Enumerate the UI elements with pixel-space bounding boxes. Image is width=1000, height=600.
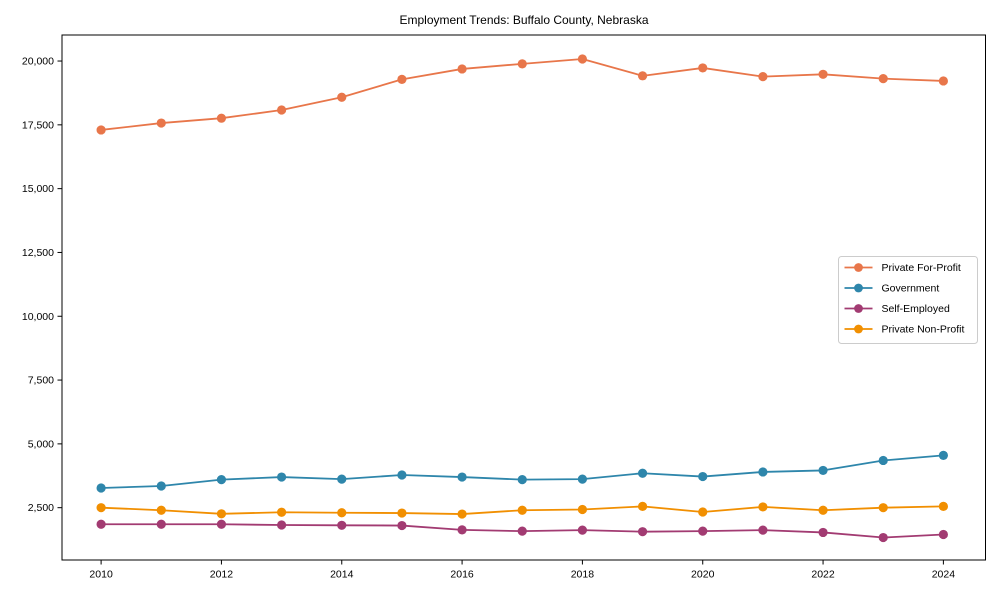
data-point-private-non-profit-2019 (637, 501, 648, 512)
data-point-private-non-profit-2018 (577, 504, 588, 515)
data-point-self-employed-2011 (156, 519, 166, 529)
y-tick-label: 2,500 (28, 502, 54, 514)
data-point-government-2014 (337, 474, 347, 484)
data-point-self-employed-2023 (878, 532, 888, 543)
legend-marker-self-employed (854, 304, 863, 313)
data-point-government-2024 (938, 450, 948, 460)
data-point-private-for-profit-2021 (758, 72, 768, 82)
data-point-private-non-profit-2011 (156, 505, 166, 515)
data-point-private-for-profit-2023 (878, 74, 888, 84)
data-point-private-non-profit-2010 (96, 503, 106, 513)
data-point-government-2015 (397, 470, 407, 480)
data-point-self-employed-2020 (698, 526, 708, 536)
data-point-private-for-profit-2011 (156, 118, 166, 128)
data-point-government-2022 (818, 465, 828, 476)
data-point-private-for-profit-2014 (337, 92, 347, 102)
data-point-private-non-profit-2015 (397, 508, 407, 518)
data-point-self-employed-2016 (457, 525, 467, 535)
data-point-government-2013 (276, 472, 287, 482)
data-point-private-non-profit-2022 (818, 505, 828, 515)
x-tick-label: 2018 (571, 569, 595, 581)
data-point-government-2020 (698, 471, 708, 482)
data-point-self-employed-2010 (96, 519, 106, 529)
legend-marker-private-non-profit (854, 324, 863, 334)
y-tick-label: 12,500 (22, 247, 54, 259)
data-point-self-employed-2013 (276, 520, 287, 530)
data-point-private-non-profit-2021 (758, 502, 768, 512)
legend-box (838, 256, 978, 344)
x-tick-label: 2012 (210, 569, 234, 581)
data-point-government-2023 (878, 455, 888, 466)
data-point-government-2018 (577, 474, 588, 484)
x-tick-label: 2016 (450, 569, 474, 581)
data-point-self-employed-2021 (758, 525, 768, 535)
data-point-private-non-profit-2014 (337, 508, 347, 518)
data-point-self-employed-2019 (637, 527, 648, 537)
legend-label-government: Government (882, 283, 940, 295)
data-point-private-for-profit-2019 (637, 71, 648, 81)
data-point-private-for-profit-2012 (216, 113, 227, 123)
y-tick-label: 7,500 (28, 375, 54, 387)
y-tick-label: 10,000 (22, 311, 54, 323)
x-tick-label: 2024 (932, 569, 956, 581)
data-point-government-2011 (156, 481, 166, 491)
series-line-private-for-profit (101, 58, 944, 131)
x-tick-label: 2022 (811, 569, 835, 581)
data-point-private-for-profit-2022 (818, 69, 828, 79)
legend-marker-government (854, 283, 863, 293)
data-point-self-employed-2018 (577, 525, 588, 535)
data-point-self-employed-2015 (397, 520, 407, 531)
data-point-self-employed-2024 (938, 529, 948, 540)
data-point-self-employed-2022 (818, 527, 828, 538)
data-point-private-for-profit-2018 (577, 54, 588, 64)
y-tick-label: 5,000 (28, 438, 54, 450)
data-point-self-employed-2012 (216, 519, 227, 529)
legend-label-private-for-profit: Private For-Profit (882, 262, 961, 274)
x-tick-label: 2010 (89, 569, 113, 581)
data-point-government-2012 (216, 475, 227, 485)
data-point-private-for-profit-2024 (938, 76, 948, 86)
data-point-government-2017 (517, 475, 527, 485)
data-point-private-non-profit-2020 (698, 507, 708, 517)
data-point-private-for-profit-2013 (276, 105, 287, 115)
data-point-private-for-profit-2017 (517, 59, 527, 69)
data-point-self-employed-2014 (337, 520, 347, 530)
legend-label-self-employed: Self-Employed (882, 303, 950, 315)
y-tick-label: 15,000 (22, 183, 54, 195)
data-point-government-2010 (96, 483, 106, 493)
x-tick-label: 2020 (691, 569, 715, 581)
data-point-private-non-profit-2017 (517, 505, 527, 515)
data-point-private-non-profit-2024 (938, 501, 948, 512)
data-point-private-non-profit-2023 (878, 503, 888, 513)
chart-title: Employment Trends: Buffalo County, Nebra… (399, 13, 649, 27)
plot-area-border (61, 34, 986, 561)
data-point-private-non-profit-2012 (216, 509, 227, 519)
data-point-government-2021 (758, 467, 768, 477)
data-point-private-non-profit-2013 (276, 507, 287, 517)
data-point-private-for-profit-2015 (397, 74, 407, 85)
x-tick-label: 2014 (330, 569, 354, 581)
legend-label-private-non-profit: Private Non-Profit (882, 324, 965, 336)
data-point-private-for-profit-2016 (457, 64, 467, 74)
data-point-self-employed-2017 (517, 526, 527, 536)
data-point-private-non-profit-2016 (457, 509, 467, 519)
data-point-private-for-profit-2020 (698, 63, 708, 73)
data-point-private-for-profit-2010 (96, 125, 106, 135)
y-tick-label: 17,500 (22, 119, 54, 131)
y-tick-label: 20,000 (22, 56, 54, 68)
legend-marker-private-for-profit (854, 263, 863, 272)
data-point-government-2016 (457, 472, 467, 482)
data-point-government-2019 (637, 468, 648, 478)
